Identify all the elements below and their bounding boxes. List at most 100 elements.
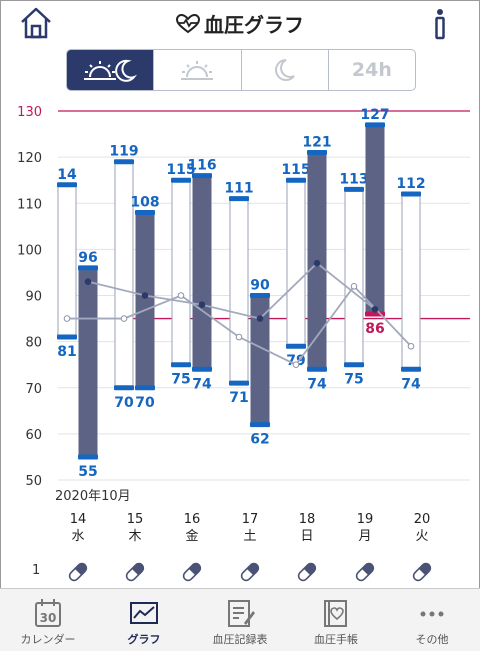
y-tick-label: 80 <box>25 336 42 351</box>
diastolic-cap <box>286 343 306 349</box>
systolic-value-label: 116 <box>187 158 216 174</box>
tab-calendar-label: カレンダー <box>20 633 76 646</box>
day-weekday-label: 木 <box>128 529 141 544</box>
systolic-value-label: 115 <box>166 162 195 178</box>
pulse-point <box>371 306 379 313</box>
day-weekday-label: 金 <box>185 528 198 544</box>
calendar-icon: 30 <box>35 599 61 627</box>
pill-icon[interactable] <box>352 559 378 585</box>
heart-pulse-icon <box>176 14 200 34</box>
day-date-label: 16 <box>184 512 201 527</box>
day-date-label: 20 <box>414 512 431 527</box>
day-date-label: 15 <box>127 512 144 527</box>
tab-more[interactable]: その他 <box>384 589 480 651</box>
pill-icon[interactable] <box>294 559 320 585</box>
bp-bar <box>344 188 364 366</box>
systolic-cap <box>344 186 364 192</box>
pulse-point <box>350 282 358 290</box>
bp-bar <box>78 267 98 458</box>
diastolic-cap <box>114 385 134 391</box>
systolic-cap <box>401 191 421 197</box>
pill-icon[interactable] <box>179 559 205 585</box>
systolic-cap <box>78 265 98 271</box>
graph-icon <box>130 602 158 624</box>
systolic-cap <box>250 293 270 298</box>
systolic-value-label: 127 <box>360 107 389 123</box>
notebook-icon <box>324 600 347 627</box>
diastolic-cap <box>135 385 155 391</box>
diastolic-value-label: 55 <box>78 464 97 480</box>
systolic-value-label: 111 <box>224 181 253 197</box>
tab-notebook[interactable]: 血圧手帳 <box>288 589 384 651</box>
info-button[interactable] <box>430 6 450 40</box>
systolic-value-label: 119 <box>109 144 138 160</box>
diastolic-value-label: 74 <box>192 376 212 392</box>
tab-calendar[interactable]: 30 カレンダー <box>0 589 96 651</box>
diastolic-cap <box>307 366 327 372</box>
day-date-label: 18 <box>299 512 316 527</box>
tab-graph[interactable]: グラフ <box>96 589 192 651</box>
medication-row-label: 1 <box>32 563 41 578</box>
tab-notebook-label: 血圧手帳 <box>314 633 358 646</box>
tab-graph-label: グラフ <box>127 633 161 646</box>
day-weekday-label: 日 <box>300 529 313 544</box>
diastolic-cap <box>192 366 212 372</box>
home-button[interactable] <box>18 6 54 40</box>
page-title-text: 血圧グラフ <box>204 13 304 37</box>
more-icon <box>420 611 444 617</box>
pill-icon[interactable] <box>237 559 263 585</box>
diastolic-cap <box>229 380 249 386</box>
y-tick-label: 120 <box>17 151 42 166</box>
sunrise-moon-icon <box>84 59 138 82</box>
segment-24h-label: 24h <box>351 59 392 81</box>
header: 血圧グラフ <box>0 0 480 46</box>
pill-icon[interactable] <box>65 559 91 585</box>
y-tick-label: 110 <box>17 197 42 212</box>
bp-bar <box>286 179 306 347</box>
diastolic-value-label: 75 <box>171 372 190 388</box>
pulse-point <box>84 278 92 285</box>
segment-morning-night[interactable] <box>67 50 155 90</box>
systolic-cap <box>229 196 249 202</box>
blood-pressure-chart: 50 60 70 80 90 100 110 120 130 14 81 119 70 115 75 111 7… <box>17 105 470 544</box>
tab-more-label: その他 <box>415 633 449 646</box>
day-weekday-label: 月 <box>358 529 371 544</box>
pulse-point <box>235 333 243 341</box>
systolic-value-label: 112 <box>396 176 425 192</box>
pill-icon[interactable] <box>122 559 148 585</box>
diastolic-value-label: 81 <box>57 344 76 360</box>
pulse-point <box>313 259 321 267</box>
systolic-value-label: 96 <box>78 250 97 266</box>
tab-record-table-label: 血圧記録表 <box>212 633 268 646</box>
pill-icon[interactable] <box>409 559 435 585</box>
systolic-cap <box>171 177 191 183</box>
pulse-point <box>407 342 415 350</box>
time-period-selector: 24h <box>66 49 416 91</box>
pulse-point <box>256 315 264 322</box>
segment-night[interactable] <box>242 50 329 90</box>
tab-record-table[interactable]: 血圧記録表 <box>192 589 288 651</box>
pulse-point <box>120 315 128 322</box>
day-weekday-label: 水 <box>71 529 84 544</box>
segment-24h[interactable]: 24h <box>329 50 415 90</box>
pulse-line <box>87 262 376 320</box>
systolic-cap <box>135 209 155 215</box>
systolic-cap <box>192 173 212 179</box>
systolic-value-label: 115 <box>281 162 310 178</box>
systolic-cap <box>57 182 77 188</box>
pulse-point <box>63 315 71 322</box>
diastolic-cap <box>57 334 77 340</box>
day-date-label: 19 <box>357 512 374 527</box>
diastolic-cap <box>344 362 364 368</box>
y-tick-label: 90 <box>25 290 42 305</box>
diastolic-value-label: 71 <box>229 390 248 406</box>
medication-row: 1 <box>0 557 480 587</box>
systolic-cap <box>286 177 306 183</box>
calendar-day-number: 30 <box>40 611 57 625</box>
diastolic-cap <box>171 362 191 368</box>
day-weekday-label: 火 <box>415 529 428 544</box>
segment-morning[interactable] <box>154 50 242 90</box>
diastolic-value-label: 74 <box>401 376 421 392</box>
bp-bar <box>171 179 191 366</box>
bp-bar <box>229 198 249 384</box>
